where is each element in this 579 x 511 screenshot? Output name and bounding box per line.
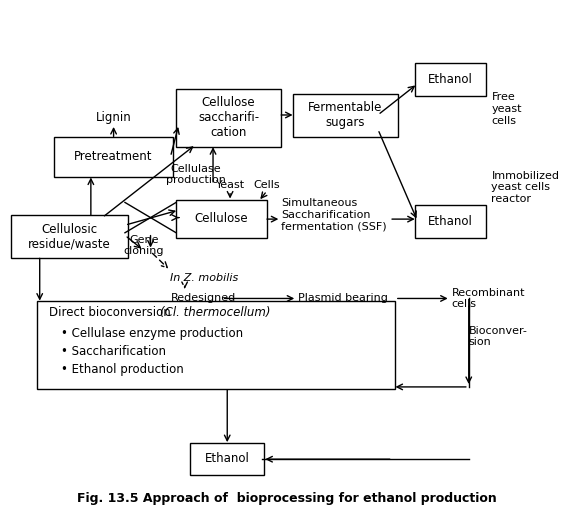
Text: Gene
cloning: Gene cloning	[123, 235, 164, 256]
Text: • Cellulase enzyme production: • Cellulase enzyme production	[61, 328, 243, 340]
FancyBboxPatch shape	[176, 200, 267, 238]
Text: (Cl. thermocellum): (Cl. thermocellum)	[160, 306, 271, 319]
FancyBboxPatch shape	[415, 63, 486, 96]
Text: • Ethanol production: • Ethanol production	[61, 363, 184, 376]
Text: Bioconver-
sion: Bioconver- sion	[469, 326, 527, 347]
FancyBboxPatch shape	[176, 89, 281, 147]
FancyBboxPatch shape	[37, 301, 395, 389]
Text: Cellulose: Cellulose	[195, 213, 248, 225]
FancyBboxPatch shape	[12, 215, 128, 258]
Text: • Saccharification: • Saccharification	[61, 345, 166, 358]
Text: Plasmid bearing: Plasmid bearing	[298, 293, 388, 304]
FancyBboxPatch shape	[415, 205, 486, 238]
Text: Cellulose
saccharifi-
cation: Cellulose saccharifi- cation	[198, 96, 259, 140]
Text: Yeast: Yeast	[215, 180, 245, 190]
Text: In Z. mobilis: In Z. mobilis	[170, 273, 239, 283]
Text: Cellulosic
residue/waste: Cellulosic residue/waste	[28, 223, 111, 250]
Text: Simultaneous
Saccharification
fermentation (SSF): Simultaneous Saccharification fermentati…	[281, 198, 387, 231]
Text: Ethanol: Ethanol	[428, 215, 472, 228]
Text: Pretreatment: Pretreatment	[74, 150, 153, 164]
Text: Cells: Cells	[254, 180, 280, 190]
Text: Ethanol: Ethanol	[205, 452, 250, 466]
Text: Fig. 13.5 Approach of  bioprocessing for ethanol production: Fig. 13.5 Approach of bioprocessing for …	[77, 492, 497, 505]
Text: Fermentable
sugars: Fermentable sugars	[308, 101, 382, 129]
Text: Cellulase
production: Cellulase production	[166, 164, 226, 185]
Text: Direct bioconversion: Direct bioconversion	[49, 306, 175, 319]
FancyBboxPatch shape	[54, 137, 173, 177]
Text: Lignin: Lignin	[96, 111, 131, 124]
Text: Redesigned: Redesigned	[170, 293, 236, 304]
Text: Immobilized
yeast cells
reactor: Immobilized yeast cells reactor	[492, 171, 559, 204]
Text: Free
yeast
cells: Free yeast cells	[492, 92, 522, 126]
FancyBboxPatch shape	[292, 94, 398, 137]
FancyBboxPatch shape	[190, 443, 264, 475]
Text: Recombinant
cells: Recombinant cells	[452, 288, 525, 309]
Text: Ethanol: Ethanol	[428, 74, 472, 86]
